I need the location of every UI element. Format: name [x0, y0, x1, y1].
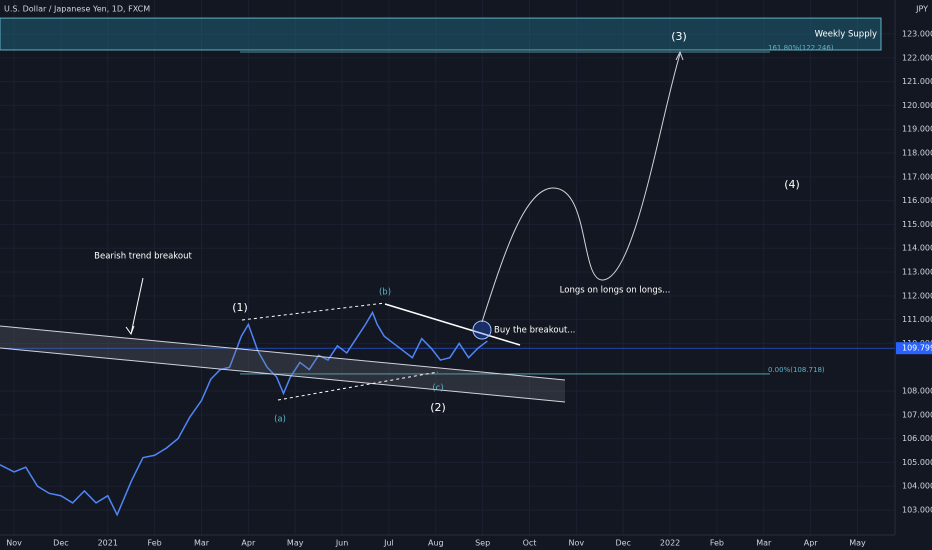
supply-zone — [0, 17, 882, 51]
channel-line — [0, 325, 566, 381]
wave-label: (a) — [274, 415, 286, 425]
x-tick-label: Aug — [428, 539, 444, 548]
x-tick-label: 2021 — [98, 539, 118, 548]
dashed-line — [241, 302, 386, 321]
y-tick-label: 118.000 — [902, 149, 932, 158]
wave-label: (b) — [379, 288, 391, 298]
price-axis — [895, 0, 932, 550]
drawings — [0, 50, 684, 403]
x-tick-label: Nov — [569, 539, 585, 548]
y-tick-label: 106.000 — [902, 434, 932, 443]
x-tick-label: Mar — [756, 539, 772, 548]
note: Bearish trend breakout — [94, 252, 192, 262]
y-tick-label: 116.000 — [902, 196, 932, 205]
grid — [0, 0, 895, 535]
x-tick-label: May — [287, 539, 304, 548]
x-tick-label: Oct — [523, 539, 537, 548]
wave-label: (c) — [432, 384, 443, 394]
currency: JPY — [915, 5, 928, 14]
breakout-circle — [472, 320, 492, 340]
x-tick-label: Dec — [615, 539, 630, 548]
zone-label: Weekly Supply — [815, 30, 877, 40]
fib-label: 0.00%(108.718) — [768, 366, 825, 374]
y-tick-label: 112.000 — [902, 291, 932, 300]
x-tick-label: Feb — [148, 539, 162, 548]
arrow — [130, 277, 144, 335]
last-price-tag — [896, 342, 932, 355]
trend-line — [384, 303, 521, 346]
note: Buy the breakout... — [494, 326, 575, 336]
x-tick-label: Sep — [475, 539, 490, 548]
y-tick-label: 113.000 — [902, 268, 932, 277]
x-tick-label: 2022 — [660, 539, 680, 548]
y-tick-label: 111.000 — [902, 315, 932, 324]
x-tick-label: Dec — [53, 539, 68, 548]
channel — [0, 326, 565, 402]
wave-label: (4) — [784, 178, 800, 191]
x-tick-label: Apr — [804, 539, 819, 548]
x-tick-label: Mar — [194, 539, 210, 548]
y-tick-label: 121.000 — [902, 77, 932, 86]
x-tick-label: Jun — [335, 539, 349, 548]
wave-label: (2) — [430, 401, 446, 414]
channel-line — [0, 347, 566, 403]
arrow-head — [675, 50, 684, 61]
axes: 103.000 104.000 105.000 106.000 107.000 108.0… — [6, 30, 932, 548]
x-tick-label: Feb — [710, 539, 724, 548]
x-tick-label: Jul — [383, 539, 394, 548]
wave-label: (3) — [671, 30, 687, 43]
projection — [481, 53, 681, 323]
x-tick-label: May — [849, 539, 866, 548]
fib-label: 161.80%(122.246) — [768, 44, 834, 52]
chart-title: U.S. Dollar / Japanese Yen, 1D, FXCM — [4, 5, 150, 14]
price-line — [0, 310, 488, 517]
y-tick-label: 114.000 — [902, 244, 932, 253]
y-tick-label: 115.000 — [902, 220, 932, 229]
price-layer: Weekly Supply 161.80%(122.246) 0.00%(108.7… — [0, 30, 877, 517]
note: Longs on longs on longs... — [560, 286, 671, 296]
y-tick-label: 120.000 — [902, 101, 932, 110]
x-tick-label: Apr — [241, 539, 256, 548]
wave-label: (1) — [232, 301, 248, 314]
annotations: (1) (b) (a) (c) (2) (3) (4) Bearish tren… — [94, 30, 800, 425]
arrow-head — [125, 325, 135, 336]
y-tick-label: 123.000 — [902, 30, 932, 39]
y-tick-label: 103.000 — [902, 506, 932, 515]
y-tick-label: 117.000 — [902, 172, 932, 181]
y-tick-label: 122.000 — [902, 53, 932, 62]
y-tick-label: 105.000 — [902, 458, 932, 467]
y-tick-label: 108.000 — [902, 387, 932, 396]
y-tick-label: 119.000 — [902, 125, 932, 134]
y-tick-label: 104.000 — [902, 482, 932, 491]
x-tick-label: Nov — [6, 539, 22, 548]
last-price-label: 109.799 — [902, 344, 932, 353]
y-tick-label: 107.000 — [902, 410, 932, 419]
